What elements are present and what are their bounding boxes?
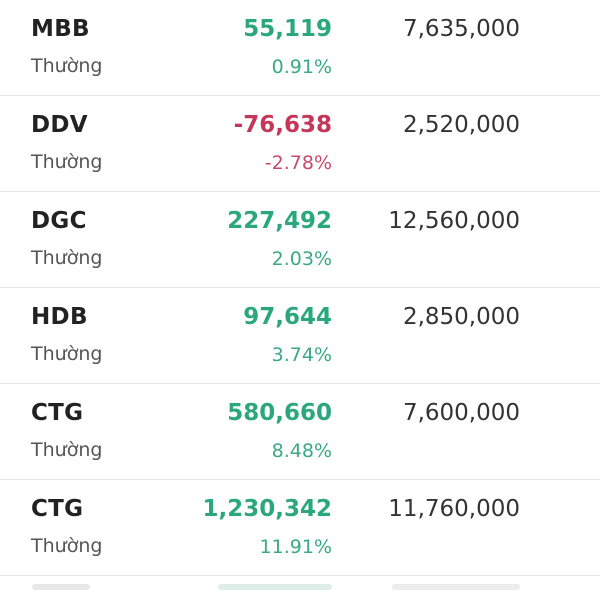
stock-type: Thường bbox=[31, 247, 103, 269]
stock-row[interactable]: DGC Thường 227,492 2.03% 12,560,000 bbox=[0, 192, 600, 288]
stock-change: 580,660 bbox=[227, 400, 332, 426]
stock-volume: 2,850,000 bbox=[402, 304, 520, 330]
stock-symbol: CTG bbox=[31, 496, 84, 522]
next-row-volume-cutoff bbox=[392, 584, 520, 590]
stock-symbol: DDV bbox=[31, 112, 88, 138]
stock-type: Thường bbox=[31, 535, 103, 557]
stock-percent: 2.03% bbox=[271, 248, 332, 270]
stock-type: Thường bbox=[31, 151, 103, 173]
stock-symbol: HDB bbox=[31, 304, 88, 330]
next-row-symbol-cutoff bbox=[32, 584, 90, 590]
stock-volume: 2,520,000 bbox=[402, 112, 520, 138]
stock-percent: 0.91% bbox=[271, 56, 332, 78]
stock-symbol: CTG bbox=[31, 400, 84, 426]
stock-type: Thường bbox=[31, 439, 103, 461]
stock-change: 97,644 bbox=[243, 304, 332, 330]
stock-symbol: DGC bbox=[31, 208, 87, 234]
stock-percent: 11.91% bbox=[259, 536, 332, 558]
stock-change: 1,230,342 bbox=[202, 496, 333, 522]
stock-percent: -2.78% bbox=[264, 152, 332, 174]
stock-row[interactable]: MBB Thường 55,119 0.91% 7,635,000 bbox=[0, 0, 600, 96]
stock-change: -76,638 bbox=[233, 112, 332, 138]
stock-row[interactable]: CTG Thường 580,660 8.48% 7,600,000 bbox=[0, 384, 600, 480]
stock-change: 227,492 bbox=[227, 208, 332, 234]
stock-row[interactable]: CTG Thường 1,230,342 11.91% 11,760,000 bbox=[0, 480, 600, 576]
stock-percent: 8.48% bbox=[271, 440, 332, 462]
stock-volume: 11,760,000 bbox=[388, 496, 520, 522]
stock-list: MBB Thường 55,119 0.91% 7,635,000 DDV Th… bbox=[0, 0, 600, 576]
stock-type: Thường bbox=[31, 343, 103, 365]
stock-type: Thường bbox=[31, 55, 103, 77]
stock-volume: 7,635,000 bbox=[402, 16, 520, 42]
stock-percent: 3.74% bbox=[271, 344, 332, 366]
stock-volume: 12,560,000 bbox=[388, 208, 520, 234]
stock-change: 55,119 bbox=[243, 16, 332, 42]
stock-row[interactable]: HDB Thường 97,644 3.74% 2,850,000 bbox=[0, 288, 600, 384]
next-row-change-cutoff bbox=[218, 584, 332, 590]
stock-row[interactable]: DDV Thường -76,638 -2.78% 2,520,000 bbox=[0, 96, 600, 192]
stock-symbol: MBB bbox=[31, 16, 90, 42]
stock-volume: 7,600,000 bbox=[402, 400, 520, 426]
